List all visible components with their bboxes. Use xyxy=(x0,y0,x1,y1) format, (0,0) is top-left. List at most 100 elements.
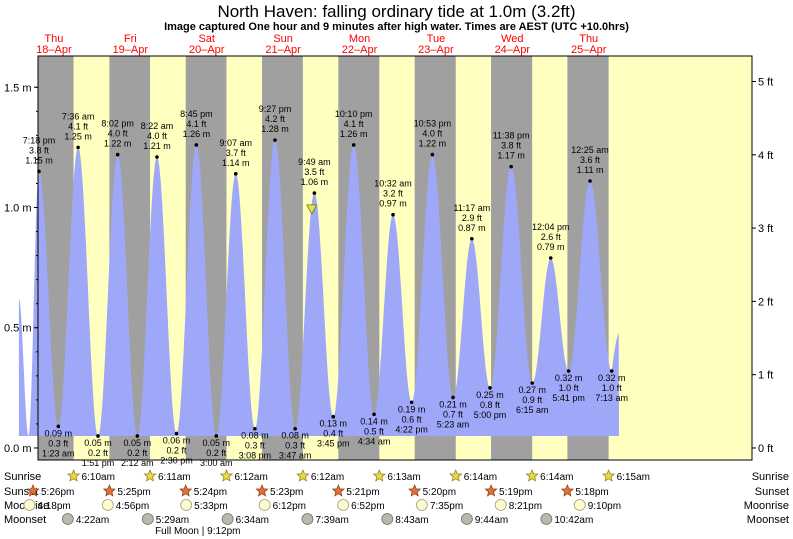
tide-time: 3:45 pm xyxy=(317,439,350,449)
tide-time: 3:47 am xyxy=(279,451,312,461)
axes: 0.0 m 0.5 m 1.0 m 1.5 m 0 ft 1 ft 2 ft 3 ft 4 ft… xyxy=(4,76,773,454)
moonrise-icon xyxy=(101,499,114,511)
sunset-time: 5:18pm xyxy=(575,487,608,498)
tide-height-ft: 2.6 ft xyxy=(541,232,562,242)
tide-point xyxy=(76,145,80,150)
tide-time: 10:32 am xyxy=(374,179,412,189)
plot-frame xyxy=(37,55,753,461)
row-label-right: Sunset xyxy=(755,486,789,498)
tide-time: 5:23 am xyxy=(437,419,470,429)
tide-time: 9:27 pm xyxy=(259,104,292,114)
row-label-left: Moonset xyxy=(4,514,46,526)
tide-point xyxy=(372,412,376,417)
tide-height-ft: 0.9 ft xyxy=(522,395,543,405)
sunset-time: 5:19pm xyxy=(499,487,532,498)
tide-point xyxy=(56,424,61,429)
tide-height-m: 1.21 m xyxy=(143,141,171,151)
row-label-right: Sunrise xyxy=(752,471,789,483)
sunset-icon xyxy=(560,484,574,497)
tide-point xyxy=(509,164,513,169)
tide-time: 6:15 am xyxy=(516,405,549,415)
tide-label-low: 0.32 m1.0 ft7:13 am xyxy=(595,373,628,403)
tide-height-ft: 0.2 ft xyxy=(166,446,187,456)
moonrise-icon xyxy=(337,499,350,511)
y-tick-label-ft: 0 ft xyxy=(758,443,773,455)
tide-label-low: 0.09 m0.3 ft1:23 am xyxy=(42,428,75,458)
tide-label-high: 10:10 pm4.1 ft1.26 m xyxy=(335,109,373,139)
tide-time: 8:45 pm xyxy=(180,109,213,119)
day-date: 22–Apr xyxy=(342,44,378,56)
tide-label-low: 0.05 m0.2 ft1:51 pm xyxy=(82,438,115,468)
sunset-time: 5:21pm xyxy=(346,487,379,498)
tide-time: 3:00 am xyxy=(200,458,233,468)
tide-height-ft: 4.0 ft xyxy=(147,131,168,141)
tide-height-m: 1.22 m xyxy=(419,139,447,149)
moonrise-icon xyxy=(258,499,271,511)
moonrise-icon xyxy=(180,499,193,511)
tide-time: 7:18 pm xyxy=(23,135,56,145)
tide-time: 1:23 am xyxy=(42,448,75,458)
tide-point xyxy=(588,179,592,183)
tide-height-ft: 3.7 ft xyxy=(226,148,247,158)
tide-height-ft: 1.0 ft xyxy=(602,383,623,393)
tide-label-high: 8:22 am4.0 ft1.21 m xyxy=(141,121,174,151)
tide-height-ft: 0.6 ft xyxy=(402,414,423,424)
chart-title: North Haven: falling ordinary tide at 1.… xyxy=(217,2,576,21)
sunset-icon xyxy=(26,484,40,497)
tide-label-high: 10:32 am3.2 ft0.97 m xyxy=(374,179,412,209)
tide-height-m: 1.14 m xyxy=(222,158,250,168)
moonrise-icon xyxy=(415,499,428,511)
current-marker xyxy=(306,204,318,215)
day-date: 23–Apr xyxy=(418,44,454,56)
tide-height-m: 1.11 m xyxy=(577,165,604,175)
tide-label-high: 7:36 am4.1 ft1.25 m xyxy=(62,111,95,141)
tide-height-ft: 3.6 ft xyxy=(580,155,601,165)
sunrise-time: 6:11am xyxy=(158,472,191,483)
tide-label-high: 12:04 pm2.6 ft0.79 m xyxy=(532,222,570,252)
day-name: Sat xyxy=(198,33,215,45)
tide-time: 8:02 pm xyxy=(101,119,134,129)
tide-height-ft: 2.9 ft xyxy=(462,213,483,223)
day-date: 18–Apr xyxy=(36,44,72,56)
tide-height-ft: 4.0 ft xyxy=(108,129,129,139)
sunrise-time: 6:14am xyxy=(540,472,573,483)
tide-label-low: 0.14 m0.5 ft4:34 am xyxy=(358,416,391,446)
tide-point xyxy=(470,236,474,241)
moonset-icon xyxy=(221,513,234,525)
tide-time: 11:17 am xyxy=(453,203,490,213)
tide-label-high: 9:27 pm4.2 ft1.28 m xyxy=(259,104,292,134)
sunrise-time: 6:13am xyxy=(387,472,420,483)
tide-height-ft: 3.2 ft xyxy=(383,189,404,199)
tide-height-m: 0.27 m xyxy=(518,385,546,395)
tide-height-m: 0.97 m xyxy=(379,199,407,209)
tide-label-high: 8:45 pm4.1 ft1.26 m xyxy=(180,109,213,139)
moonrise-time: 4:18pm xyxy=(37,501,70,512)
moonrise-time: 7:35pm xyxy=(430,501,463,512)
day-name: Sun xyxy=(273,33,293,45)
tide-point xyxy=(312,191,317,195)
tide-time: 5:00 pm xyxy=(474,410,507,420)
day-headers: Wed17–AprThu18–AprFri19–AprSat20–AprSun2… xyxy=(36,33,607,56)
y-tick-label-m: 1.5 m xyxy=(4,82,32,94)
day-name: Thu xyxy=(44,33,63,45)
y-tick-label-ft: 2 ft xyxy=(758,296,773,308)
tide-time: 9:49 am xyxy=(298,157,331,167)
y-tick-label-ft: 5 ft xyxy=(758,76,773,88)
tide-time: 11:38 pm xyxy=(493,131,530,141)
y-tick-label-ft: 3 ft xyxy=(758,223,773,235)
tide-point xyxy=(135,434,140,438)
sunset-icon xyxy=(408,484,422,497)
y-tick-label-m: 0.0 m xyxy=(4,443,32,455)
tide-height-m: 0.05 m xyxy=(203,438,231,448)
sunrise-icon xyxy=(449,469,463,482)
tide-point xyxy=(96,434,100,438)
day-name: Mon xyxy=(349,33,370,45)
row-label-right: Moonrise xyxy=(744,500,789,512)
sunset-icon xyxy=(102,484,116,497)
tide-height-ft: 3.8 ft xyxy=(29,145,50,155)
day-name: Wed xyxy=(501,33,523,45)
tide-point xyxy=(293,426,297,431)
sunset-time: 5:26pm xyxy=(41,487,74,498)
tide-height-ft: 0.3 ft xyxy=(245,441,266,451)
moonset-time: 10:42am xyxy=(554,515,593,526)
